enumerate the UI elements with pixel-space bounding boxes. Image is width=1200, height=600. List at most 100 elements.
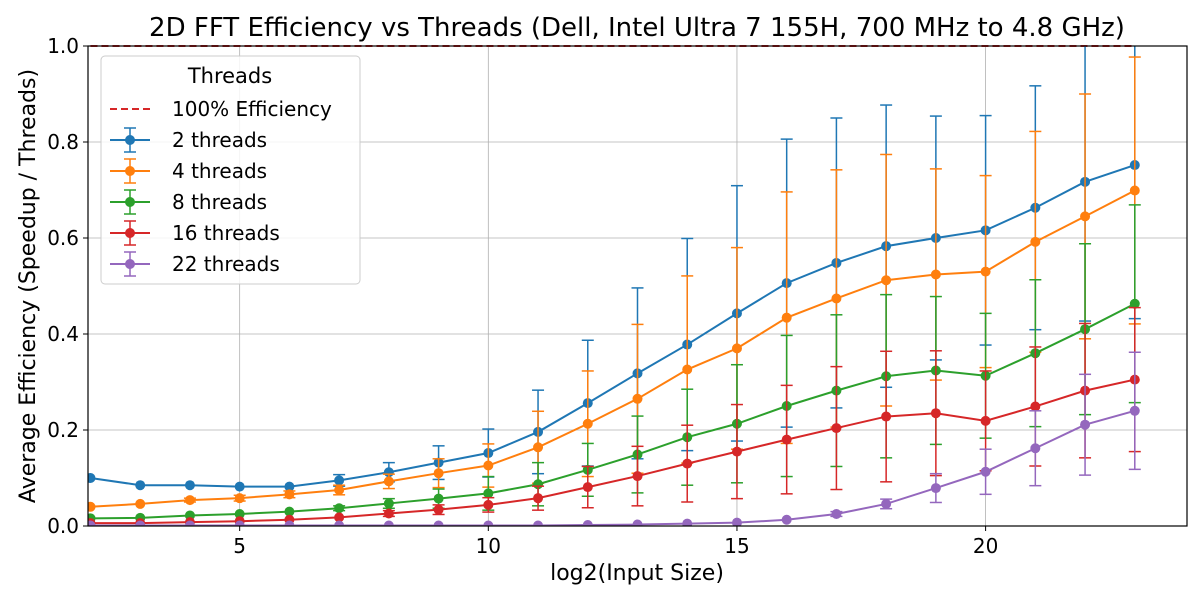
data-point bbox=[284, 520, 295, 526]
data-point bbox=[533, 493, 544, 504]
legend-swatch-marker bbox=[125, 166, 135, 176]
data-point bbox=[483, 488, 494, 499]
data-point bbox=[334, 503, 345, 514]
data-point bbox=[831, 423, 842, 434]
data-point bbox=[881, 411, 892, 422]
data-point bbox=[135, 480, 146, 491]
data-point bbox=[533, 520, 544, 526]
series-group bbox=[88, 46, 1141, 526]
legend-entry: 4 threads bbox=[110, 158, 267, 184]
plot-frame bbox=[87, 45, 1188, 527]
data-point bbox=[1080, 419, 1091, 430]
x-axis-label: log2(Input Size) bbox=[550, 561, 724, 586]
data-point bbox=[930, 269, 941, 280]
data-point bbox=[781, 514, 792, 525]
data-point bbox=[284, 481, 295, 492]
data-point bbox=[433, 504, 444, 515]
y-tick-label: 0.2 bbox=[47, 418, 79, 442]
data-point bbox=[1030, 401, 1041, 412]
data-point bbox=[1030, 443, 1041, 454]
data-point bbox=[184, 495, 195, 506]
x-tick-label: 10 bbox=[476, 534, 501, 558]
data-point bbox=[433, 468, 444, 479]
legend-label: 4 threads bbox=[172, 159, 267, 183]
data-point bbox=[334, 520, 345, 526]
data-point bbox=[383, 508, 394, 519]
data-point bbox=[980, 466, 991, 477]
data-point bbox=[930, 408, 941, 419]
series-line bbox=[90, 378, 1136, 525]
data-point bbox=[483, 460, 494, 471]
legend-box bbox=[100, 55, 361, 285]
legend-label: 8 threads bbox=[172, 190, 267, 214]
legend-entry: 100% Efficiency bbox=[110, 97, 332, 121]
y-tick-label: 0.8 bbox=[47, 130, 79, 154]
data-point bbox=[781, 434, 792, 445]
data-point bbox=[88, 501, 96, 512]
y-tick-label: 0.6 bbox=[47, 226, 79, 250]
legend-swatch-marker bbox=[125, 197, 135, 207]
data-point bbox=[980, 266, 991, 277]
data-point bbox=[1129, 185, 1140, 196]
data-point bbox=[682, 518, 693, 526]
data-point bbox=[632, 471, 643, 482]
data-point bbox=[1080, 211, 1091, 222]
data-point bbox=[334, 485, 345, 495]
legend-label: 22 threads bbox=[172, 252, 280, 276]
data-point bbox=[234, 493, 245, 504]
data-point bbox=[234, 481, 245, 492]
chart-title: 2D FFT Efficiency vs Threads (Dell, Inte… bbox=[149, 13, 1125, 43]
series-line bbox=[90, 164, 1136, 488]
data-point bbox=[881, 275, 892, 286]
series-line bbox=[90, 189, 1136, 508]
data-point bbox=[483, 520, 494, 526]
data-point bbox=[284, 506, 295, 517]
data-point bbox=[881, 498, 892, 509]
legend-label: 100% Efficiency bbox=[172, 97, 332, 121]
series-line bbox=[90, 302, 1136, 520]
data-point bbox=[383, 520, 394, 526]
data-point bbox=[533, 442, 544, 453]
legend-entry: 2 threads bbox=[110, 127, 267, 153]
data-point bbox=[682, 458, 693, 469]
data-point bbox=[483, 499, 494, 510]
data-point bbox=[731, 517, 742, 526]
data-point bbox=[433, 493, 444, 504]
legend: Threads 100% Efficiency 2 threads 4 thread… bbox=[100, 55, 361, 285]
data-point bbox=[731, 446, 742, 457]
x-axis-ticks: 5 10 15 20 bbox=[233, 526, 998, 558]
data-point bbox=[731, 343, 742, 354]
legend-swatch-marker bbox=[125, 259, 135, 269]
y-axis-ticks: 0.0 0.2 0.4 0.6 0.8 1.0 bbox=[47, 34, 88, 538]
data-point bbox=[582, 482, 593, 493]
legend-entry: 22 threads bbox=[110, 251, 280, 277]
data-point bbox=[234, 520, 245, 526]
legend-label: 16 threads bbox=[172, 221, 280, 245]
data-point bbox=[682, 364, 693, 375]
data-point bbox=[383, 498, 394, 509]
y-tick-label: 0.0 bbox=[47, 514, 79, 538]
x-tick-label: 20 bbox=[973, 534, 998, 558]
data-point bbox=[88, 520, 96, 526]
data-point bbox=[1129, 405, 1140, 416]
data-point bbox=[184, 480, 195, 491]
legend-label: 2 threads bbox=[172, 128, 267, 152]
data-point bbox=[135, 498, 146, 509]
series-line bbox=[90, 409, 1136, 526]
data-point bbox=[88, 473, 96, 483]
legend-entry: 16 threads bbox=[110, 220, 280, 246]
x-tick-label: 5 bbox=[233, 534, 246, 558]
data-point bbox=[980, 415, 991, 426]
data-point bbox=[632, 519, 643, 526]
y-axis-label: Average Efficiency (Speedup / Threads) bbox=[16, 69, 41, 503]
data-point bbox=[582, 418, 593, 429]
data-point bbox=[184, 520, 195, 526]
data-point bbox=[135, 520, 146, 526]
data-point bbox=[334, 512, 345, 523]
data-point bbox=[1030, 236, 1041, 247]
data-point bbox=[1129, 298, 1140, 309]
data-point bbox=[334, 475, 345, 486]
x-tick-label: 15 bbox=[724, 534, 749, 558]
legend-swatch-marker bbox=[125, 228, 135, 238]
